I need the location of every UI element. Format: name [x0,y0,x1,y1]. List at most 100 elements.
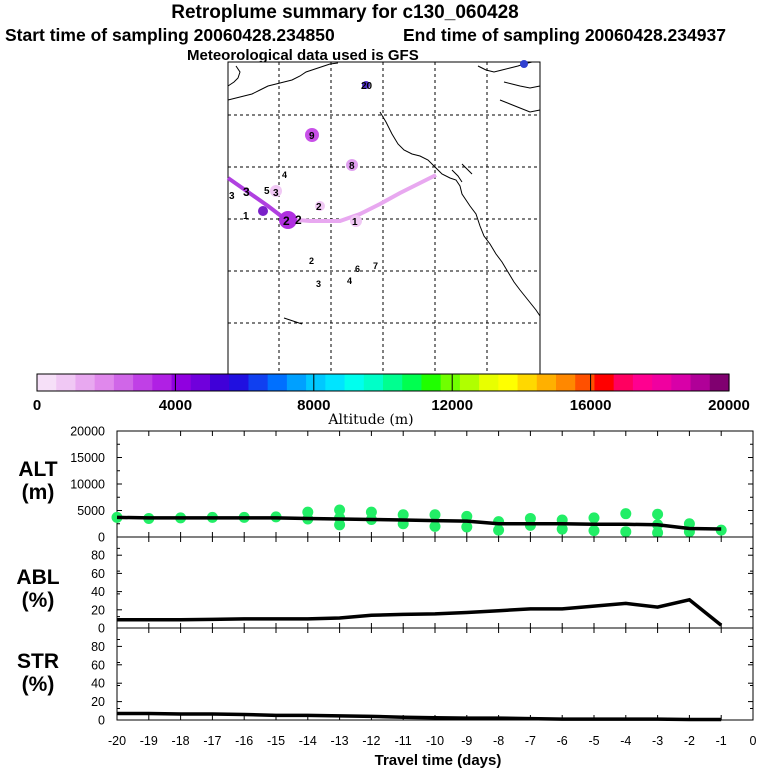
y-tick-label: 20 [91,603,105,617]
alt-point [588,512,600,524]
y-tick-label: 80 [91,640,105,654]
y-tick-label: 0 [98,714,105,728]
map-graticule [228,62,540,374]
colorbar-swatch [133,374,153,391]
y-tick-label: 40 [91,677,105,691]
map-label: 2 [309,256,314,266]
colorbar-tick-label: 0 [33,397,41,414]
colorbar-tick-label: 20000 [708,397,750,414]
x-tick-label: -19 [140,734,158,748]
x-tick-label: -3 [652,734,663,748]
x-tick-label: -8 [493,734,504,748]
colorbar-swatch [210,374,230,391]
colorbar-swatch [344,374,365,391]
panel-frame [116,627,754,721]
colorbar-swatch [459,374,480,391]
colorbar-swatch [152,374,173,391]
map-label: 3 [316,279,321,289]
y-tick-label: 40 [91,585,105,599]
altitude-colorbar: 0 4000 8000 12000 16000 20000 Altitude (m) [33,373,750,428]
x-tick-label: -18 [172,734,190,748]
alt-point [493,524,505,536]
x-tick-label: -9 [461,734,472,748]
colorbar-swatch [421,374,442,391]
alt-point [652,508,664,520]
panel-alt: 0 5000 10000 15000 20000 [70,425,754,545]
x-tick-label: -10 [426,734,444,748]
alt-point [302,506,314,518]
colorbar-swatch [613,374,634,391]
x-tick-label: -17 [203,734,221,748]
alt-point [334,519,346,531]
alt-point [461,521,473,533]
time-series-panels: 0 5000 10000 15000 20000 0 20 40 60 80 0 20 40 60 80 -2… [70,425,756,768]
x-tick-label: 0 [750,734,757,748]
met-data-label: Meteorological data used is GFS [187,47,419,64]
chart-title: Retroplume summary for c130_060428 [171,2,519,23]
map-marker [520,60,528,68]
map-label: 1 [352,217,358,228]
map-label: 3 [273,188,279,199]
colorbar-swatch [517,374,538,391]
map-marker [258,206,268,216]
colorbar-tick-label: 16000 [570,397,612,414]
colorbar-swatch [229,374,250,391]
map-marker [346,159,358,171]
map-marker [279,211,297,229]
series-line-abl [117,597,723,627]
colorbar-swatch [37,374,57,391]
alt-panel-label: ALT (m) [18,458,58,504]
colorbar-swatch [536,374,557,391]
map-label: 3 [243,185,250,199]
end-time-label: End time of sampling 20060428.234937 [403,25,726,45]
y-tick-label: 60 [91,567,105,581]
x-tick-label: -7 [525,734,536,748]
colorbar-swatch [171,374,192,391]
series-line-str [117,711,722,722]
alt-point [397,509,409,521]
y-tick-label: 0 [98,622,105,636]
x-tick-label: -12 [362,734,380,748]
plume-track-dark [226,176,287,221]
colorbar-swatch [56,374,77,391]
map-label: 3 [229,191,235,202]
x-tick-label: -4 [620,734,631,748]
alt-point [620,508,632,520]
map-frame [227,61,541,375]
x-tick-label: -1 [716,734,727,748]
alt-point [365,506,377,518]
map-marker [305,128,319,142]
map-marker-labels: 20 9 8 4 5 3 3 3 2 2 2 1 1 2 6 7 3 4 [229,81,378,289]
colorbar-swatch [575,374,596,391]
colorbar-swatch [498,374,519,391]
map-label: 4 [347,276,352,286]
y-tick-label: 20 [91,695,105,709]
x-tick-label: -20 [108,734,126,748]
y-tick-label: 15000 [70,451,105,465]
x-tick-label: -15 [267,734,285,748]
map-marker [315,201,325,211]
alt-point [461,510,473,522]
colorbar-swatch [383,374,403,391]
plume-track-light [284,173,437,223]
colorbar-swatch [440,374,461,391]
colorbar-axis-label: Altitude (m) [327,412,413,428]
map-label: 1 [243,211,249,222]
y-tick-label: 60 [91,658,105,672]
alt-point [620,526,632,538]
map-label: 7 [373,261,378,271]
alt-point [556,523,568,535]
map-markers [258,60,528,229]
map-label: 4 [282,170,287,180]
alt-point [334,504,346,516]
map-marker [362,81,370,89]
colorbar-swatch [94,374,115,391]
map-label: 6 [355,264,360,274]
start-time-label: Start time of sampling 20060428.234850 [5,25,335,45]
alt-point [588,525,600,537]
y-tick-label: 10000 [70,478,105,492]
abl-panel-label: ABL (%) [16,566,60,612]
y-tick-label: 20000 [70,425,105,439]
